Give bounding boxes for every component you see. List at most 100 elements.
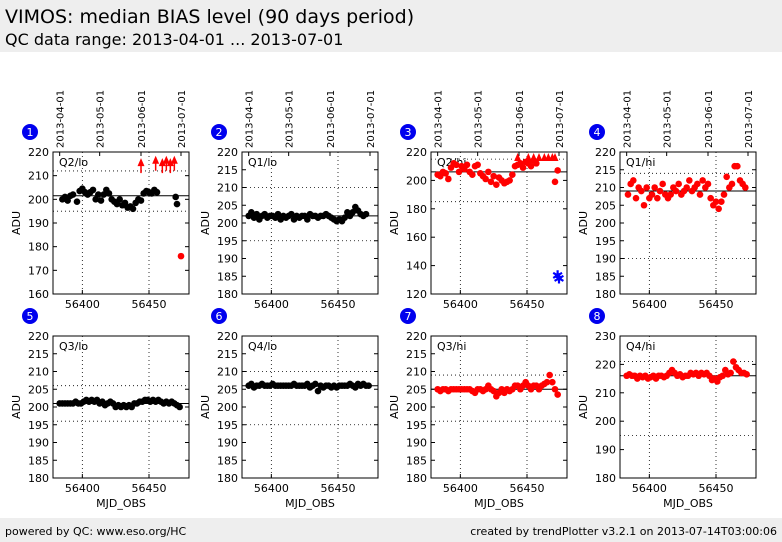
page-subtitle: QC data range: 2013-04-01 ... 2013-07-01 <box>5 30 344 49</box>
chart-6-ytick-label-7: 215 <box>217 348 238 361</box>
chart-7-point <box>490 387 497 395</box>
chart-4-point <box>648 191 656 198</box>
chart-4-xtick-label-1: 56450 <box>699 298 734 311</box>
chart-2-ylabel: ADU <box>199 211 212 235</box>
chart-3-point <box>442 170 449 177</box>
chart-1-date-label-0: 2013-04-01 <box>56 90 67 148</box>
chart-2-panel-label: Q1/lo <box>248 156 277 169</box>
chart-4-point <box>656 187 664 195</box>
chart-3-date-label-2: 2013-06-01 <box>515 90 526 148</box>
chart-2-date-label-2: 2013-06-01 <box>326 90 337 148</box>
chart-3-point <box>490 172 497 180</box>
page-footer: powered by QC: www.eso.org/HC created by… <box>0 518 782 542</box>
chart-7-ytick-label-8: 220 <box>406 330 427 343</box>
chart-5-badge-number: 5 <box>27 310 34 323</box>
chart-1-point <box>95 191 102 198</box>
chart-5-ytick-label-2: 190 <box>28 437 49 450</box>
chart-5-xtick-label-1: 56450 <box>132 482 167 495</box>
chart-5-xtick-label-0: 56400 <box>65 482 100 495</box>
chart-4-point <box>712 198 720 205</box>
chart-8-ytick-label-2: 200 <box>595 415 616 428</box>
chart-1-point <box>89 186 97 194</box>
chart-2-frame <box>241 151 379 295</box>
chart-5-xlabel: MJD_OBS <box>96 497 146 510</box>
chart-3-point <box>482 175 489 183</box>
chart-1-point <box>97 197 105 204</box>
chart-4-point <box>723 173 730 181</box>
chart-4-point <box>720 191 728 198</box>
chart-7-ytick-label-0: 180 <box>406 472 427 485</box>
chart-3-badge-icon <box>400 124 416 140</box>
footer-credit: powered by QC: www.eso.org/HC <box>5 525 187 538</box>
chart-4-point <box>651 184 658 191</box>
chart-3-outlier-arrow-icon <box>535 153 543 161</box>
chart-1-point <box>116 196 123 203</box>
chart-7-ytick-label-5: 205 <box>406 383 427 396</box>
chart-1-ytick-label-4: 200 <box>28 193 49 206</box>
chart-1-panel-label: Q2/lo <box>59 156 88 169</box>
chart-3-outlier-star-icon: ✱ <box>553 271 565 287</box>
chart-2-ytick-label-0: 180 <box>217 288 238 301</box>
chart-4-point <box>659 180 666 188</box>
chart-3-outlier-arrow-icon <box>524 153 532 161</box>
chart-5-ytick-label-5: 205 <box>28 383 49 396</box>
chart-4-point <box>630 177 637 184</box>
chart-4-date-label-1: 2013-05-01 <box>663 90 674 148</box>
chart-2-point <box>349 209 356 216</box>
chart-3-ytick-label-4: 200 <box>406 174 427 187</box>
chart-8-xtick-label-1: 56450 <box>699 482 734 495</box>
chart-4-point <box>742 184 749 191</box>
chart-4-panel-label: Q1/hi <box>626 156 655 169</box>
chart-5-panel-label: Q3/lo <box>59 340 88 353</box>
chart-7-panel-label: Q3/hi <box>437 340 466 353</box>
chart-6-badge-icon <box>211 308 227 324</box>
chart-7-xtick-label-1: 56450 <box>510 482 545 495</box>
chart-2-ytick-label-1: 185 <box>217 270 238 283</box>
chart-7-ytick-label-1: 185 <box>406 454 427 467</box>
chart-7-badge-number: 7 <box>405 310 412 323</box>
chart-7-ytick-label-6: 210 <box>406 366 427 379</box>
chart-6-ylabel: ADU <box>199 395 212 419</box>
chart-8-badge-number: 8 <box>594 310 601 323</box>
chart-7-point <box>551 385 559 393</box>
chart-8-frame <box>619 335 757 479</box>
chart-5-point <box>176 403 183 411</box>
chart-2-point <box>362 210 370 218</box>
chart-1-outlier-arrow-icon <box>162 155 170 164</box>
chart-4-frame <box>619 151 757 295</box>
chart-2-ytick-label-8: 220 <box>217 146 238 159</box>
chart-7-ytick-label-4: 200 <box>406 401 427 414</box>
chart-8-ytick-label-3: 210 <box>595 387 616 400</box>
chart-3-point <box>533 160 540 167</box>
chart-5-ytick-label-1: 185 <box>28 454 49 467</box>
chart-3-point <box>453 161 460 169</box>
chart-3-frame <box>430 151 568 295</box>
chart-4-point <box>654 194 661 202</box>
chart-2-point <box>288 210 295 218</box>
chart-2-badge-number: 2 <box>216 126 223 139</box>
chart-6-ytick-label-5: 205 <box>217 383 238 396</box>
chart-4-point <box>632 194 640 202</box>
chart-5-ytick-label-8: 220 <box>28 330 49 343</box>
chart-6-point <box>314 387 322 395</box>
chart-2-date-label-3: 2013-07-01 <box>366 90 377 148</box>
chart-8-panel-label: Q4/hi <box>626 340 655 353</box>
chart-4-point <box>699 177 706 184</box>
page-header: VIMOS: median BIAS level (90 days period… <box>0 0 782 52</box>
chart-8-badge-icon <box>589 308 605 324</box>
chart-4-ytick-label-3: 195 <box>595 235 616 248</box>
chart-3-xtick-label-1: 56450 <box>510 298 545 311</box>
chart-4-xtick-label-0: 56400 <box>632 298 667 311</box>
chart-4-point <box>696 191 704 198</box>
chart-1-ytick-label-3: 190 <box>28 217 49 230</box>
chart-7-point <box>549 378 556 386</box>
chart-6-panel-label: Q4/lo <box>248 340 277 353</box>
chart-4-point <box>694 180 701 188</box>
chart-1-date-label-3: 2013-07-01 <box>177 90 188 148</box>
chart-8-ytick-label-4: 220 <box>595 358 616 371</box>
chart-4-ytick-label-5: 205 <box>595 199 616 212</box>
chart-4-point <box>624 191 632 198</box>
chart-3-outlier-arrow-icon <box>551 153 559 161</box>
chart-4-point <box>640 201 648 209</box>
chart-6-ytick-label-6: 210 <box>217 366 238 379</box>
